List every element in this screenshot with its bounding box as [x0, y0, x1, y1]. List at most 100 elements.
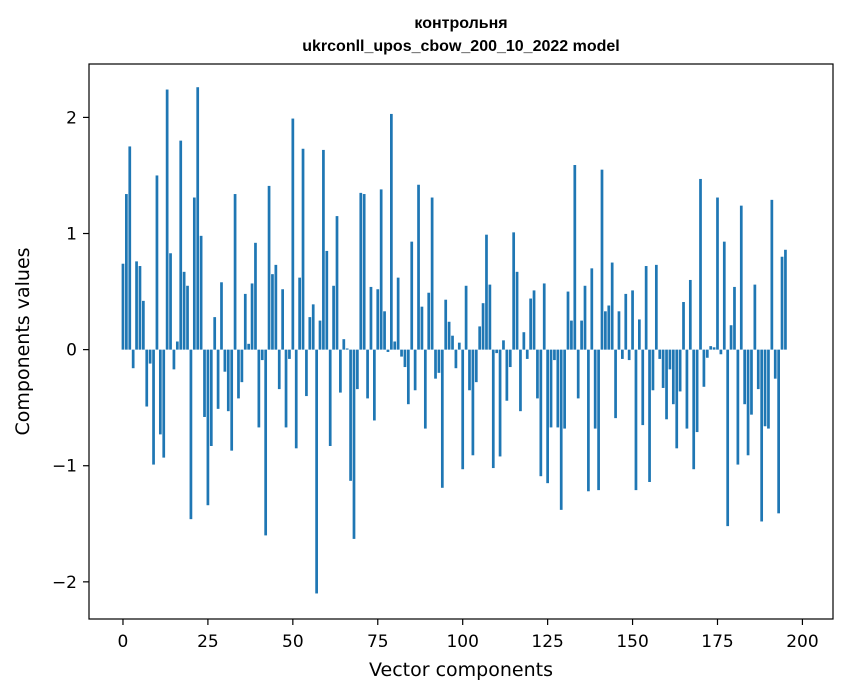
bar [301, 148, 305, 350]
bar [284, 349, 288, 428]
bar [403, 349, 407, 368]
bar [148, 349, 152, 364]
bar [651, 349, 655, 391]
bar [203, 349, 206, 417]
bar [352, 349, 356, 539]
x-tick-label: 0 [118, 632, 129, 652]
bar [485, 234, 488, 350]
bar [729, 325, 733, 350]
bar [471, 349, 475, 456]
bar [254, 242, 257, 350]
bar [288, 349, 291, 359]
bar [152, 349, 155, 465]
bar [444, 299, 448, 350]
bar [216, 349, 220, 409]
bar [349, 349, 352, 481]
bar [529, 298, 532, 350]
bar [614, 349, 617, 419]
bar [654, 264, 658, 350]
bar [406, 349, 410, 405]
bar [753, 284, 757, 350]
bar [617, 311, 621, 350]
bar [722, 241, 726, 350]
bar [390, 113, 393, 350]
bar [420, 306, 424, 350]
bar [498, 349, 502, 457]
bar [451, 335, 454, 350]
bar [267, 185, 271, 350]
bar [396, 277, 400, 350]
bar [454, 349, 458, 369]
plot-frame [88, 63, 834, 620]
bar [291, 118, 295, 350]
bar [481, 303, 485, 350]
bar [264, 349, 268, 536]
bar [553, 349, 556, 361]
x-tick-label: 125 [531, 632, 563, 652]
bar [131, 349, 135, 369]
y-tick-label: 0 [66, 341, 77, 361]
bar [784, 249, 787, 350]
x-tick-label: 100 [446, 632, 478, 652]
bar [192, 197, 196, 350]
bar [515, 271, 519, 350]
bar [542, 283, 546, 350]
bar [576, 349, 580, 399]
bar [335, 216, 339, 350]
bar [756, 349, 760, 390]
bar [366, 349, 369, 399]
bar [502, 340, 505, 350]
bar [196, 87, 200, 350]
bar [328, 349, 332, 446]
bar [233, 194, 237, 350]
bar [536, 349, 539, 399]
bar [305, 349, 308, 397]
bar [226, 349, 230, 412]
bar [508, 349, 512, 368]
bar [658, 349, 662, 359]
bar [600, 169, 604, 350]
x-tick-label: 200 [786, 632, 818, 652]
bar [587, 349, 590, 492]
bar [237, 349, 240, 399]
bar [206, 349, 210, 506]
bar [495, 349, 499, 354]
bar [271, 274, 274, 350]
bar [430, 197, 434, 350]
x-tick-label: 175 [701, 632, 733, 652]
bar [583, 285, 587, 350]
bar-series [121, 87, 787, 594]
bar [230, 349, 234, 451]
bar [726, 349, 730, 527]
bar [624, 293, 628, 350]
bar [604, 311, 607, 350]
bar [746, 349, 750, 456]
bar [386, 349, 390, 352]
bar [593, 349, 597, 429]
bar [763, 349, 767, 427]
bar [685, 349, 689, 429]
bar [243, 293, 247, 350]
bar [610, 262, 614, 350]
bar [773, 349, 777, 379]
bar [464, 285, 468, 350]
chart-title-line-1: контрольня [414, 15, 507, 32]
bar [165, 89, 169, 350]
bar [675, 349, 679, 449]
bar [488, 284, 492, 350]
bar [169, 253, 172, 350]
y-axis-label: Components values [12, 247, 34, 435]
bar [634, 349, 638, 491]
bar [423, 349, 427, 429]
bar [638, 319, 641, 350]
bar [223, 349, 227, 372]
bar [739, 205, 743, 350]
bar [468, 349, 471, 391]
bar [474, 349, 478, 383]
bar [733, 286, 736, 350]
bar [505, 349, 509, 401]
bar [318, 320, 322, 350]
bar [566, 291, 570, 350]
bar [777, 349, 780, 514]
bar [427, 292, 431, 350]
